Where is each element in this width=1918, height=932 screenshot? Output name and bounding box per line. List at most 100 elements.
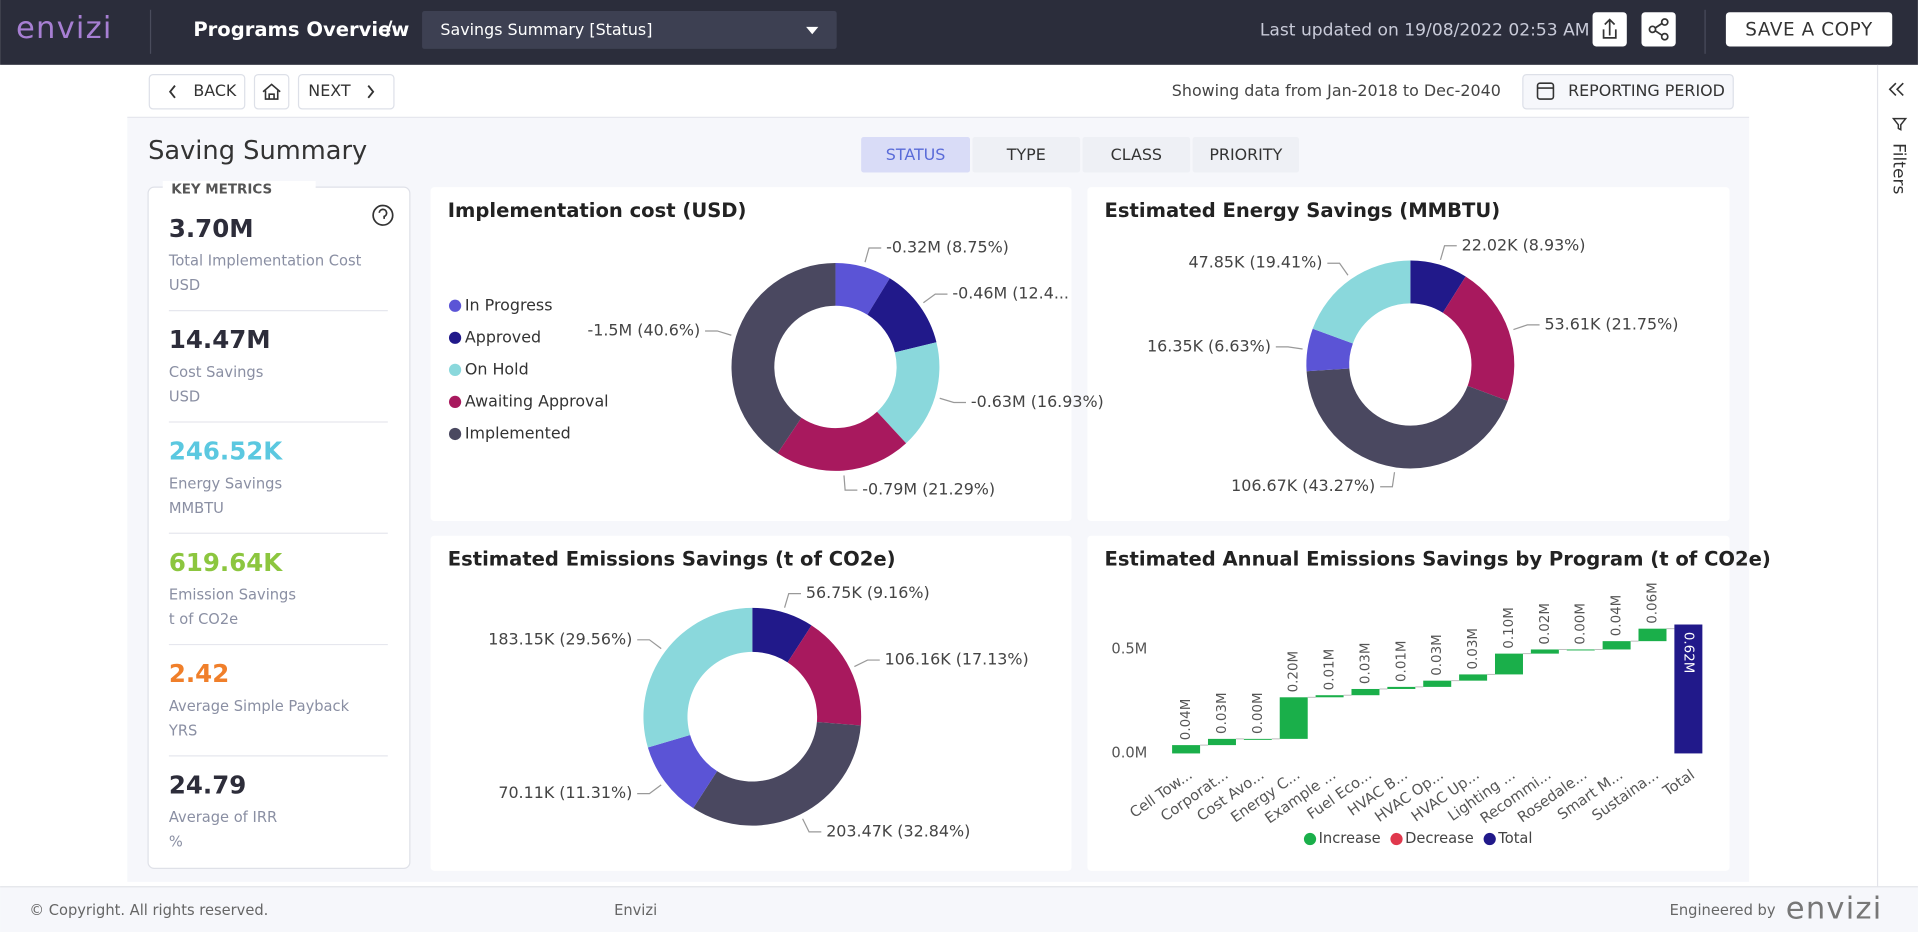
tab-label: STATUS: [886, 145, 946, 164]
donut-slice: [877, 342, 940, 444]
engineered-by: Engineered by: [1670, 902, 1776, 919]
link-button[interactable]: [1641, 12, 1676, 47]
data-label: 0.04M: [1179, 699, 1194, 741]
metric-label: Energy Savings: [169, 475, 282, 492]
breadcrumb-title[interactable]: Programs Overview: [193, 18, 409, 41]
donut-slice: [1442, 276, 1515, 401]
leader-line: [1380, 472, 1396, 488]
data-label: 183.15K (29.56%): [488, 629, 632, 648]
tab-label: CLASS: [1111, 145, 1162, 164]
home-button[interactable]: [253, 73, 290, 110]
data-label: -0.32M (8.75%): [886, 238, 1009, 257]
tab[interactable]: [972, 136, 1081, 173]
data-label: -1.5M (40.6%): [588, 320, 701, 339]
donut-slice: [752, 607, 812, 663]
leader-line: [854, 659, 880, 668]
metric-label: Average of IRR: [169, 809, 277, 826]
data-label: 0.03M: [1466, 628, 1481, 670]
bar: [1566, 649, 1595, 651]
legend-swatch: [448, 395, 462, 409]
metric-label: Cost Savings: [169, 364, 264, 381]
legend-label: Total: [1497, 830, 1532, 847]
data-label: 70.11K (11.31%): [498, 783, 632, 802]
data-label: 106.16K (17.13%): [885, 650, 1029, 669]
data-label: 47.85K (19.41%): [1188, 253, 1322, 272]
save-button[interactable]: [1725, 12, 1893, 47]
footer: [0, 886, 1918, 932]
tab[interactable]: [1192, 136, 1300, 173]
filter-icon: [1891, 117, 1908, 131]
legend-label: Increase: [1319, 830, 1381, 847]
copyright: © Copyright. All rights reserved.: [29, 902, 268, 919]
tab[interactable]: [1082, 136, 1191, 173]
leader-line: [1439, 245, 1457, 261]
leader-line: [637, 639, 662, 650]
bar: [1494, 653, 1523, 675]
footer-logo: envizi: [1786, 891, 1883, 926]
share-icon: [1648, 18, 1669, 41]
data-label: -0.79M (21.29%): [862, 480, 995, 499]
tab[interactable]: [861, 136, 971, 173]
metric-value: 2.42: [169, 659, 229, 688]
leader-line: [802, 818, 822, 833]
data-label: 0.00M: [1251, 692, 1266, 734]
next-icon: [367, 85, 375, 99]
metric-value: 246.52K: [169, 437, 283, 466]
home-icon: [262, 83, 281, 100]
bar: [1243, 738, 1272, 740]
metric-label: Total Implementation Cost: [168, 253, 362, 270]
bar: [1674, 624, 1703, 754]
leader-line: [705, 330, 732, 336]
legend-label: Decrease: [1405, 830, 1474, 847]
help-icon[interactable]: [372, 204, 394, 226]
bar: [1423, 680, 1452, 687]
donut-slice: [1410, 260, 1466, 313]
bar: [1638, 628, 1667, 642]
data-label: -0.63M (16.93%): [971, 392, 1104, 411]
data-label: 0.03M: [1358, 643, 1373, 685]
donut-slice: [731, 262, 836, 454]
reporting-period-button[interactable]: [1522, 73, 1734, 110]
data-label: 0.03M: [1215, 692, 1230, 734]
donut-slice: [693, 721, 861, 826]
metric-label: Average Simple Payback: [169, 698, 350, 715]
next-text: NEXT: [308, 81, 351, 100]
data-label: 53.61K (21.75%): [1544, 314, 1678, 333]
breadcrumb-separator: /: [385, 17, 393, 40]
donut-slice: [1312, 260, 1411, 344]
y-tick-label: 0.5M: [1111, 640, 1147, 657]
data-label: 203.47K (32.84%): [826, 821, 970, 840]
calendar-icon: [1536, 82, 1555, 100]
leader-line: [923, 293, 948, 304]
data-label: 0.10M: [1502, 607, 1517, 649]
data-label: 0.20M: [1287, 651, 1302, 693]
metric-unit: USD: [169, 277, 200, 294]
metric-value: 24.79: [169, 770, 246, 799]
card: [1087, 187, 1730, 522]
metric-unit: YRS: [168, 722, 197, 739]
page-title: Saving Summary: [148, 136, 367, 166]
bar: [1602, 641, 1631, 650]
next-button[interactable]: [297, 73, 395, 110]
data-label: 0.01M: [1323, 649, 1338, 691]
leader-line: [637, 784, 662, 795]
bar: [1530, 649, 1559, 654]
back-button[interactable]: [148, 73, 246, 110]
footer-brand: Envizi: [614, 902, 657, 919]
donut-slice: [1306, 368, 1508, 469]
metric-unit: t of CO2e: [169, 611, 238, 628]
data-label: 16.35K (6.63%): [1147, 336, 1271, 355]
legend-swatch: [448, 299, 462, 312]
legend-label: Awaiting Approval: [465, 391, 609, 410]
collapse-icon[interactable]: [1888, 82, 1904, 96]
key-metrics-title: KEY METRICS: [171, 183, 272, 198]
filters-label[interactable]: Filters: [1888, 143, 1908, 194]
back-text: BACK: [193, 81, 237, 100]
legend-swatch: [1303, 832, 1317, 846]
data-label: 0.03M: [1430, 634, 1445, 676]
chart-title: Estimated Annual Emissions Savings by Pr…: [1105, 548, 1771, 571]
data-label: 0.06M: [1645, 582, 1660, 624]
dropdown[interactable]: [422, 11, 837, 49]
data-label: 0.02M: [1538, 603, 1553, 645]
